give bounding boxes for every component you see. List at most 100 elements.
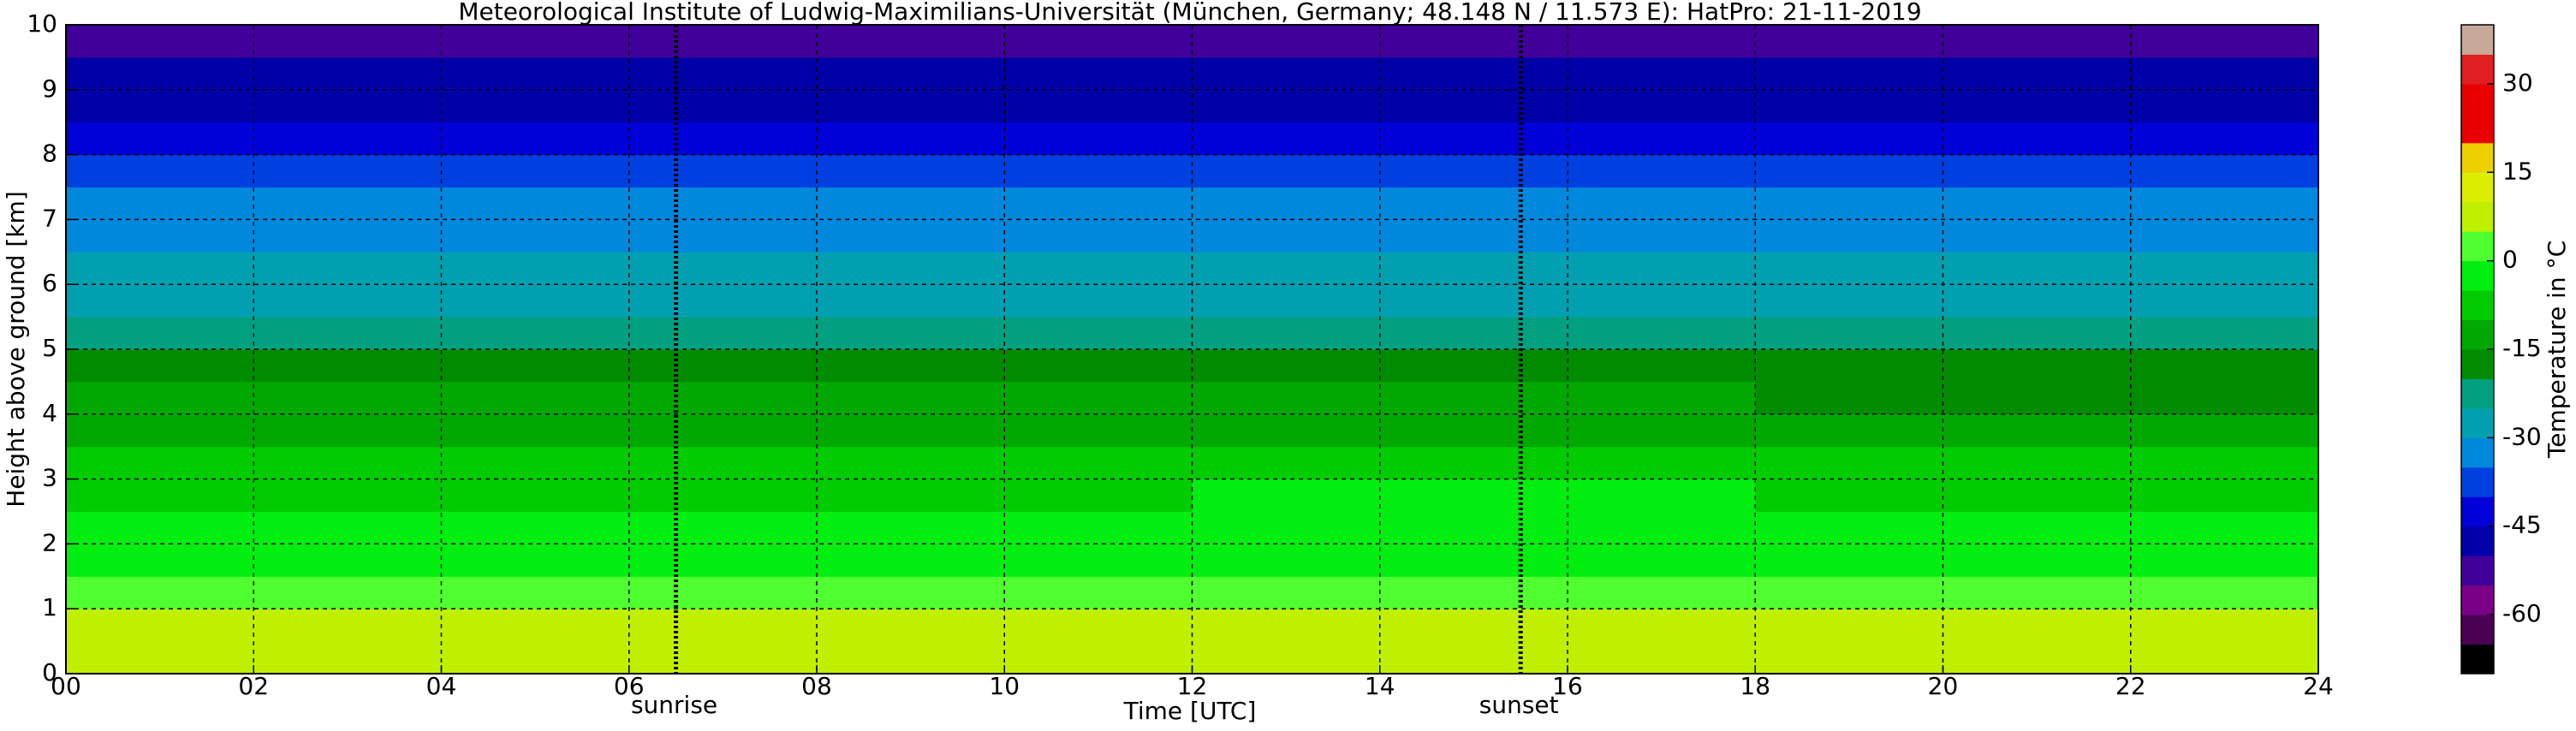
colorbar-tick-label: -30 [2502, 422, 2542, 450]
heatmap-cell [66, 56, 630, 91]
heatmap-cell [1192, 89, 1756, 123]
heatmap-cell [628, 576, 1193, 609]
heatmap-cell [1755, 576, 2319, 609]
heatmap-cell [66, 89, 630, 123]
colorbar-label: Temperature in °C [2543, 241, 2571, 459]
colorbar-segment [2461, 407, 2494, 438]
heatmap-cell [1755, 187, 2319, 220]
colorbar-segment [2461, 644, 2494, 675]
heatmap-cell [66, 413, 630, 448]
x-tick-label: 08 [801, 672, 832, 700]
heatmap-cell [1192, 576, 1756, 609]
heatmap-cell [66, 284, 630, 318]
heatmap-cell [1192, 317, 1756, 350]
heatmap-cell [628, 349, 1193, 383]
annotation-label: sunset [1479, 691, 1559, 719]
y-tick-label: 1 [42, 593, 57, 621]
heatmap-cell [628, 641, 1193, 675]
heatmap-cell [66, 576, 630, 609]
heatmap-cell [628, 478, 1193, 512]
x-tick-label: 12 [1177, 672, 1208, 700]
colorbar-segment [2461, 556, 2494, 586]
colorbar-segment [2461, 467, 2494, 497]
colorbar-tick-label: 30 [2502, 68, 2533, 97]
heatmap-cell [1755, 478, 2319, 512]
colorbar-segment [2461, 172, 2494, 203]
heatmap-cell [66, 641, 630, 675]
heatmap-cell [1192, 122, 1756, 156]
colorbar-tick-label: 0 [2502, 246, 2518, 274]
heatmap-cell [628, 154, 1193, 187]
heatmap-cell [1192, 511, 1756, 544]
colorbar-segment [2461, 349, 2494, 379]
colorbar-tick-label: -15 [2502, 334, 2542, 362]
heatmap-cell [1755, 349, 2319, 383]
heatmap-cell [1192, 25, 1756, 58]
heatmap-cell [1192, 641, 1756, 675]
heatmap-cell [1192, 154, 1756, 187]
heatmap-cell [1755, 413, 2319, 448]
heatmap-cell [628, 25, 1193, 58]
heatmap-cell [628, 56, 1193, 91]
x-tick-label: 22 [2115, 672, 2146, 700]
heatmap-cell [1192, 56, 1756, 91]
heatmap-cell [1192, 381, 1756, 415]
heatmap-cell [1755, 381, 2319, 415]
colorbar-segment [2461, 585, 2494, 615]
heatmap-cell [66, 252, 630, 285]
heatmap-cell [66, 317, 630, 350]
heatmap-cell [66, 25, 630, 58]
colorbar-segment [2461, 319, 2494, 350]
y-tick-label: 10 [27, 9, 57, 38]
colorbar-segment [2461, 378, 2494, 409]
heatmap-cell [628, 89, 1193, 123]
y-tick-label: 5 [42, 334, 57, 362]
colorbar-segment [2461, 142, 2494, 173]
colorbar-segment [2461, 25, 2494, 55]
heatmap-cell [66, 219, 630, 253]
colorbar-segment [2461, 54, 2494, 85]
x-tick-label: 18 [1740, 672, 1770, 700]
heatmap-cell [66, 544, 630, 577]
annotation-label: sunrise [631, 691, 717, 719]
heatmap-cell [1192, 446, 1756, 480]
heatmap-cell [628, 413, 1193, 448]
chart-title: Meteorological Institute of Ludwig-Maxim… [458, 0, 1921, 26]
heatmap-cell [66, 187, 630, 220]
heatmap-cell [1192, 349, 1756, 383]
heatmap-cell [1192, 413, 1756, 448]
heatmap-cell [1755, 56, 2319, 91]
x-tick-label: 04 [426, 672, 457, 700]
y-tick-label: 0 [42, 658, 57, 686]
y-tick-label: 4 [42, 399, 57, 427]
y-tick-label: 2 [42, 528, 57, 556]
y-tick-label: 3 [42, 464, 57, 492]
colorbar-segment [2461, 526, 2494, 556]
y-tick-label: 7 [42, 204, 57, 232]
x-tick-label: 02 [238, 672, 269, 700]
y-tick-label: 9 [42, 74, 57, 103]
colorbar-segment [2461, 231, 2494, 262]
heatmap-cell [628, 609, 1193, 642]
x-tick-label: 00 [51, 672, 81, 700]
colorbar-segment [2461, 290, 2494, 321]
heatmap-cell [1755, 252, 2319, 285]
heatmap-cell [1755, 219, 2319, 253]
heatmap-cell [1755, 446, 2319, 480]
heatmap-cell [66, 154, 630, 187]
heatmap-cell [66, 381, 630, 415]
heatmap-cell [1755, 89, 2319, 123]
heatmap-cell [628, 284, 1193, 318]
colorbar-tick-label: -45 [2502, 511, 2542, 539]
heatmap-cell [1755, 641, 2319, 675]
heatmap-cell [1192, 187, 1756, 220]
heatmap-cell [1192, 219, 1756, 253]
colorbar-segment [2461, 113, 2494, 144]
heatmap-cell [1755, 122, 2319, 156]
heatmap-cell [628, 381, 1193, 415]
heatmap-cell [66, 609, 630, 642]
colorbar-segment [2461, 437, 2494, 468]
colorbar-segment [2461, 83, 2494, 114]
heatmap-cell [66, 446, 630, 480]
heatmap-cell [628, 544, 1193, 577]
